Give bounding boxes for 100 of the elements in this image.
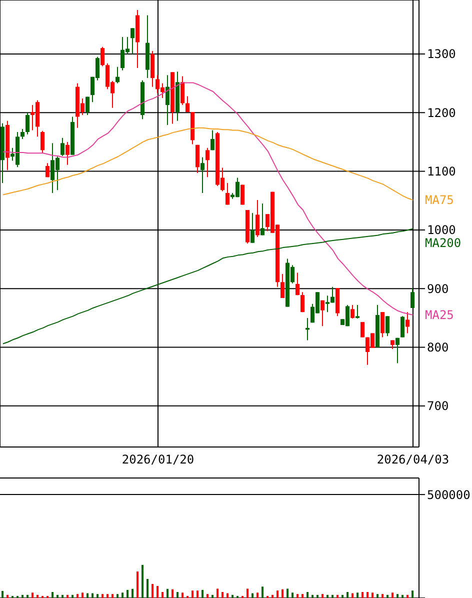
candlestick: [186, 96, 190, 113]
candlestick: [26, 112, 30, 135]
candlestick: [66, 141, 70, 166]
bar: [76, 594, 78, 598]
bar: [52, 592, 54, 598]
candlestick: [280, 273, 284, 298]
line-series: [2, 228, 414, 344]
candlestick: [260, 203, 264, 236]
bar: [112, 594, 114, 598]
y-tick-label: 1100: [427, 164, 456, 179]
bar: [366, 592, 368, 598]
bar: [92, 593, 94, 598]
bar: [252, 593, 254, 598]
bar: [312, 594, 314, 598]
bar: [36, 594, 38, 598]
candlestick: [206, 147, 210, 178]
candlestick: [200, 156, 204, 194]
y-tick-label: 1300: [427, 47, 456, 62]
bar: [146, 578, 148, 598]
bar: [222, 592, 224, 598]
candlestick: [100, 46, 104, 67]
candlestick: [46, 162, 50, 178]
bar: [32, 592, 34, 598]
bar: [392, 592, 394, 598]
bar: [192, 590, 194, 598]
bar: [406, 594, 408, 598]
bar: [202, 590, 204, 598]
candlestick: [166, 74, 170, 126]
candlestick: [196, 144, 200, 174]
bar: [136, 572, 138, 598]
bar: [232, 594, 234, 598]
bar: [332, 594, 334, 598]
bar: [286, 588, 288, 598]
x-tick-label: 2026/01/20: [122, 452, 194, 467]
bar: [116, 594, 118, 598]
candlestick: [320, 300, 324, 327]
x-tick-label: 2026/04/03: [376, 452, 450, 467]
bar: [316, 594, 318, 598]
bar: [362, 592, 364, 598]
series-label: MA200: [425, 236, 462, 250]
bar: [272, 594, 274, 598]
bar: [72, 594, 74, 598]
bar: [386, 594, 388, 598]
bar: [182, 592, 184, 598]
bar: [402, 594, 404, 598]
bar: [26, 594, 28, 598]
bar: [176, 592, 178, 598]
candlestick: [410, 288, 414, 308]
candlestick: [20, 128, 24, 140]
bar: [216, 588, 218, 598]
candlestick: [386, 316, 390, 337]
bar: [292, 592, 294, 598]
bar: [106, 594, 108, 598]
bar: [262, 586, 264, 598]
bar: [396, 594, 398, 598]
bar: [2, 590, 4, 598]
y-tick-label: 900: [427, 282, 449, 296]
candlestick: [396, 337, 400, 364]
bar: [256, 592, 258, 598]
bar: [356, 592, 358, 598]
bar: [96, 594, 98, 598]
bar: [346, 592, 348, 598]
bar: [66, 594, 68, 598]
candlestick: [356, 304, 360, 320]
bar: [206, 594, 208, 598]
bar: [306, 592, 308, 598]
bar: [152, 584, 154, 598]
bar: [412, 590, 414, 598]
y-tick-label: 1200: [427, 106, 456, 120]
y-tick-label: 1000: [427, 223, 456, 238]
candlestick: [60, 137, 64, 157]
bar: [56, 594, 58, 598]
bar: [336, 594, 338, 598]
candlestick: [40, 130, 44, 154]
candlestick: [116, 66, 120, 84]
bar: [322, 594, 324, 598]
bar: [166, 588, 168, 598]
bar: [132, 588, 134, 598]
bar: [22, 594, 24, 598]
candlestick: [400, 316, 404, 338]
y-tick-label: 500000: [427, 488, 470, 502]
candlestick: [250, 212, 254, 244]
bar: [156, 586, 158, 598]
candlestick: [226, 182, 230, 206]
bar: [102, 594, 104, 598]
y-tick-label: 700: [427, 399, 449, 414]
bar: [302, 594, 304, 598]
candlestick: [300, 292, 304, 313]
bar: [126, 590, 128, 598]
bar: [212, 594, 214, 598]
bar: [246, 588, 248, 598]
bar: [6, 594, 8, 598]
bar: [282, 589, 284, 598]
bar: [342, 594, 344, 598]
bar: [372, 592, 374, 598]
candlestick: [130, 28, 134, 54]
bar: [376, 594, 378, 598]
bar: [382, 594, 384, 598]
candlestick: [380, 312, 384, 338]
bar: [122, 592, 124, 598]
